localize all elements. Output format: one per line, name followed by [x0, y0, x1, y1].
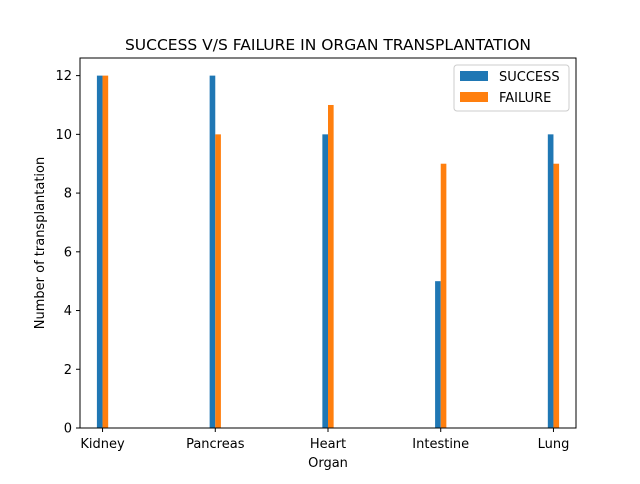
legend-label-success: SUCCESS — [499, 70, 560, 85]
y-tick-label: 6 — [64, 245, 72, 260]
bar-success-kidney — [96, 75, 103, 428]
legend-swatch-success — [460, 71, 488, 81]
y-tick-label: 8 — [64, 187, 72, 202]
y-axis-label: Number of transplantation — [33, 157, 48, 329]
x-axis-label: Organ — [308, 456, 348, 471]
x-tick-label: Pancreas — [186, 437, 245, 452]
y-tick-label: 0 — [64, 422, 72, 437]
bar-success-lung — [547, 134, 554, 428]
legend-swatch-failure — [460, 92, 488, 102]
y-tick-label: 4 — [64, 304, 72, 319]
bar-failure-heart — [328, 104, 334, 428]
bar-failure-kidney — [102, 75, 109, 428]
bars-layer — [96, 75, 560, 428]
bar-failure-pancreas — [215, 134, 221, 428]
x-tick-label: Lung — [538, 437, 570, 452]
axis-ticks: Kidney Pancreas Heart Intestine Lung 0 2 4 6 8 10 1… — [55, 69, 569, 452]
y-tick-label: 12 — [55, 69, 72, 84]
legend: SUCCESS FAILURE — [453, 64, 570, 112]
bar-failure-lung — [553, 163, 560, 428]
bar-success-heart — [322, 134, 328, 428]
y-tick-label: 2 — [64, 363, 72, 378]
x-tick-label: Heart — [310, 437, 346, 452]
legend-label-failure: FAILURE — [499, 91, 551, 106]
x-tick-label: Kidney — [80, 437, 125, 452]
bar-failure-intestine — [440, 163, 447, 428]
plot-frame — [79, 57, 577, 429]
bar-success-intestine — [435, 281, 441, 428]
bar-success-pancreas — [209, 75, 216, 428]
chart-title: SUCCESS V/S FAILURE IN ORGAN TRANSPLANTA… — [125, 36, 531, 54]
x-tick-label: Intestine — [412, 437, 469, 452]
y-tick-label: 10 — [55, 128, 72, 143]
